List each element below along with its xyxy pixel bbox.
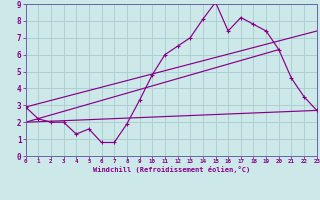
X-axis label: Windchill (Refroidissement éolien,°C): Windchill (Refroidissement éolien,°C) [92, 166, 250, 173]
